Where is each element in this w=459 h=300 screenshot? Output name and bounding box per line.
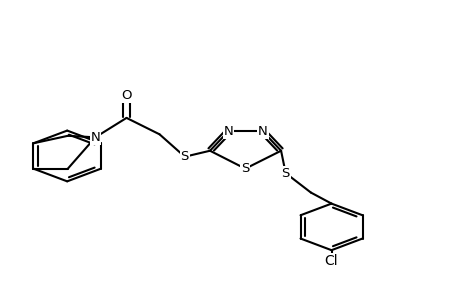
Text: N: N (223, 125, 233, 138)
Text: N: N (257, 125, 267, 138)
Text: S: S (281, 167, 289, 180)
Text: Cl: Cl (324, 254, 338, 268)
Text: N: N (90, 131, 100, 144)
Text: S: S (180, 150, 189, 163)
Text: O: O (121, 89, 131, 102)
Text: S: S (241, 162, 249, 175)
